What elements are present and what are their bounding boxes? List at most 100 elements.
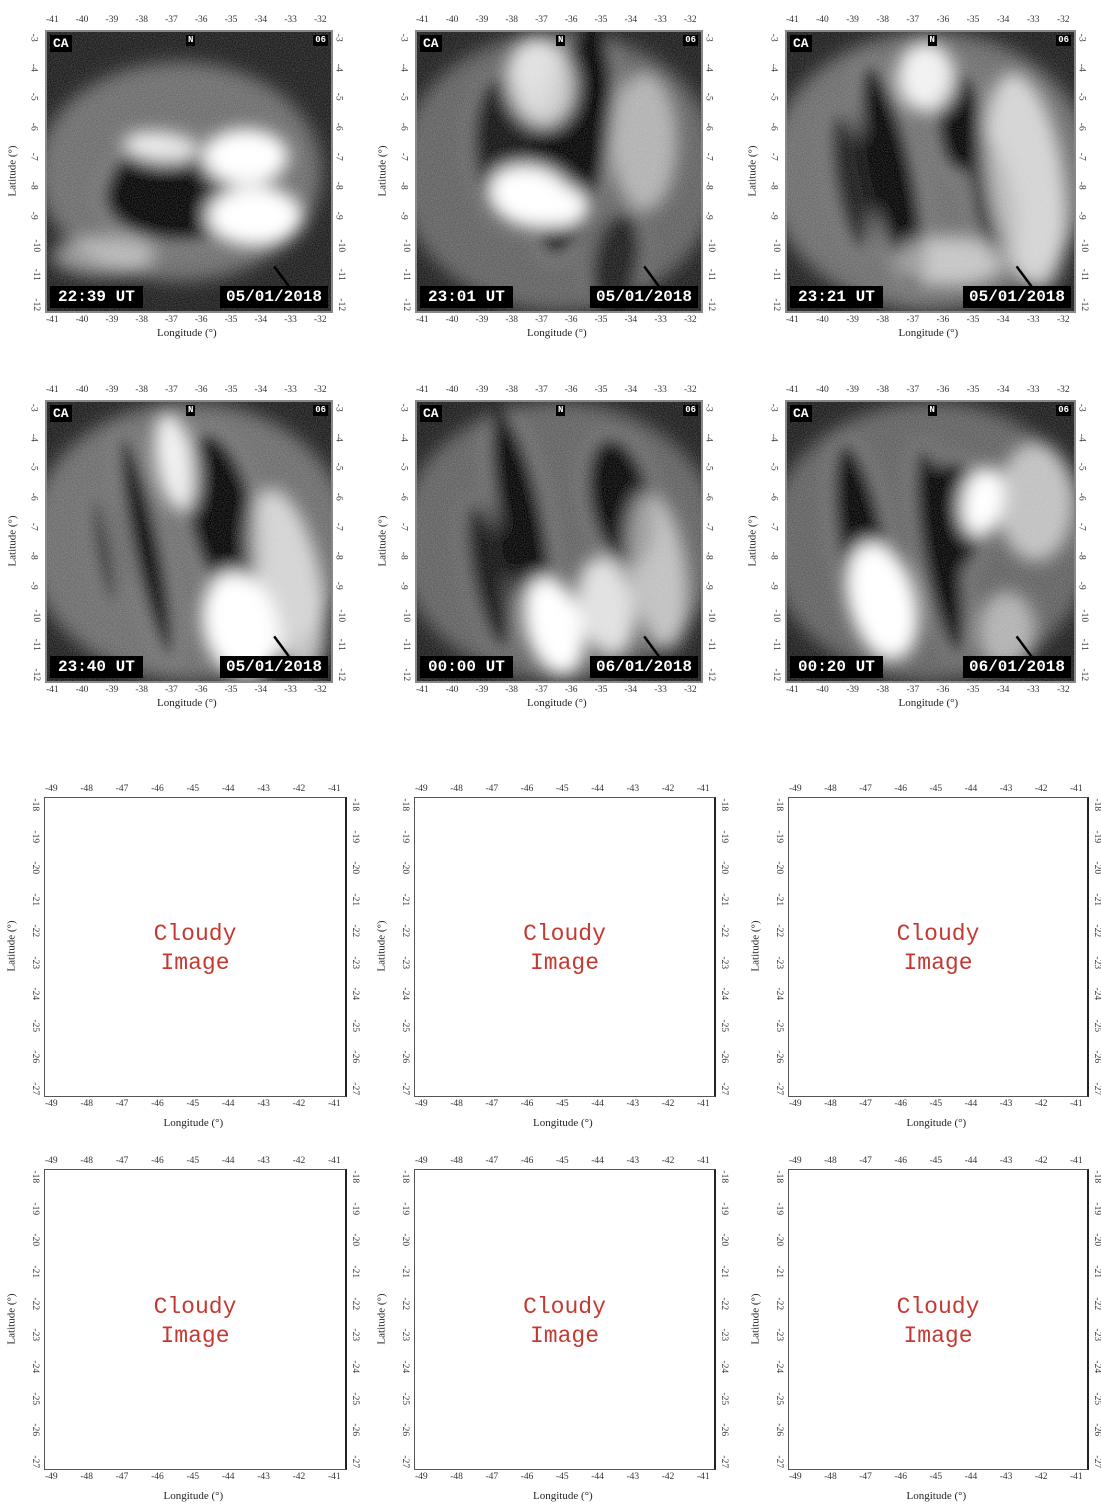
lat-tick-right: -7 <box>703 522 714 531</box>
lon-tick-top: -45 <box>186 784 200 794</box>
lon-tick-bottom: -41 <box>697 1099 710 1109</box>
lat-tick-right: -19 <box>1092 1202 1101 1215</box>
lat-tick-right: -26 <box>350 1050 361 1064</box>
lat-tick-left: -21 <box>30 1265 41 1279</box>
sector-label: 06 <box>1056 405 1071 416</box>
lon-tick-top: -40 <box>75 15 89 25</box>
cloudy-text-line1: Cloudy <box>153 921 237 947</box>
lat-tick-left: -7 <box>398 522 409 531</box>
lat-tick-left: -3 <box>398 403 409 412</box>
lat-tick-left: -8 <box>398 182 409 191</box>
lon-tick-top: -32 <box>1057 15 1070 25</box>
lat-tick-right: -19 <box>350 829 361 843</box>
lon-tick-bottom: -38 <box>505 685 518 695</box>
lon-tick-bottom: -41 <box>328 1472 341 1482</box>
lon-tick-bottom: -48 <box>450 1472 463 1482</box>
lat-tick-left: -10 <box>401 609 412 622</box>
lat-tick-left: -18 <box>30 1170 41 1184</box>
lat-tick-right: -18 <box>719 1170 730 1184</box>
lon-tick-top: -41 <box>786 385 799 395</box>
lon-tick-bottom: -41 <box>46 315 59 325</box>
lat-tick-right: -26 <box>350 1423 361 1437</box>
lat-tick-right: -20 <box>1092 1233 1101 1247</box>
lon-tick-top: -33 <box>1026 385 1040 395</box>
lon-tick-bottom: -48 <box>824 1099 837 1109</box>
lon-tick-top: -47 <box>115 1156 129 1166</box>
lat-tick-right: -22 <box>719 1297 730 1310</box>
lat-tick-left: -18 <box>774 1170 785 1184</box>
time-label: 23:01 UT <box>420 286 513 308</box>
lat-tick-left: -19 <box>774 829 785 843</box>
lon-tick-bottom: -39 <box>846 685 859 695</box>
lat-tick-left: -18 <box>30 798 41 812</box>
lon-tick-bottom: -34 <box>254 685 268 695</box>
lon-tick-bottom: -41 <box>416 315 429 325</box>
lat-tick-left: -6 <box>768 492 779 501</box>
lon-tick-bottom: -40 <box>75 685 89 695</box>
lon-tick-bottom: -45 <box>556 1099 569 1109</box>
lon-tick-top: -47 <box>859 1156 872 1166</box>
lon-tick-top: -43 <box>999 784 1013 794</box>
lat-tick-right: -20 <box>1092 861 1101 875</box>
lat-tick-left: -19 <box>400 1202 411 1215</box>
time-label: 00:20 UT <box>790 656 883 678</box>
lat-tick-left: -10 <box>31 609 42 622</box>
lat-tick-right: -25 <box>719 1392 730 1405</box>
sector-label: 06 <box>313 35 328 46</box>
north-label: N <box>186 405 196 416</box>
lon-tick-bottom: -37 <box>165 315 178 325</box>
image-frame: Cloudy Image <box>414 797 716 1097</box>
lat-tick-right: -24 <box>719 987 730 1001</box>
lat-tick-right: -4 <box>1076 63 1087 72</box>
lon-tick-bottom: -44 <box>964 1472 978 1482</box>
lat-tick-left: -12 <box>771 668 782 682</box>
lon-tick-top: -33 <box>1026 15 1040 25</box>
time-label: 00:00 UT <box>420 656 513 678</box>
lon-tick-bottom: -45 <box>556 1472 569 1482</box>
lon-tick-bottom: -49 <box>45 1472 58 1482</box>
lat-tick-right: -11 <box>705 268 716 282</box>
lat-tick-right: -3 <box>703 33 714 42</box>
y-axis-label: Latitude (°) <box>749 1292 762 1345</box>
lat-tick-left: -8 <box>28 182 39 191</box>
lat-tick-right: -6 <box>333 492 344 501</box>
image-frame: CA N 06 00:20 UT 06/01/2018 <box>785 400 1076 683</box>
lon-tick-top: -47 <box>485 1156 499 1166</box>
lon-tick-bottom: -46 <box>151 1472 164 1482</box>
lon-tick-bottom: -46 <box>894 1472 908 1482</box>
lon-tick-bottom: -43 <box>257 1472 270 1482</box>
lon-tick-top: -32 <box>684 15 697 25</box>
time-label: 22:39 UT <box>50 286 143 308</box>
lat-tick-left: -26 <box>30 1050 41 1064</box>
lat-tick-left: -4 <box>768 433 779 442</box>
lon-tick-top: -33 <box>284 385 297 395</box>
lon-tick-top: -38 <box>135 385 148 395</box>
y-axis-label: Latitude (°) <box>5 1292 18 1345</box>
x-axis-label: Longitude (°) <box>906 1490 967 1502</box>
y-axis-label: Latitude (°) <box>376 144 389 197</box>
lon-tick-bottom: -41 <box>46 685 59 695</box>
lon-tick-bottom: -37 <box>906 685 920 695</box>
lon-tick-bottom: -44 <box>591 1472 604 1482</box>
lat-tick-right: -26 <box>719 1050 730 1064</box>
lon-tick-bottom: -34 <box>624 685 638 695</box>
lon-tick-bottom: -42 <box>1034 1472 1048 1482</box>
lon-tick-top: -45 <box>186 1156 200 1166</box>
lat-tick-right: -24 <box>1092 987 1101 1001</box>
x-axis-label: Longitude (°) <box>527 327 587 339</box>
lon-tick-bottom: -40 <box>445 685 459 695</box>
lon-tick-top: -46 <box>520 1156 534 1166</box>
lat-tick-right: -4 <box>703 63 714 72</box>
lon-tick-top: -41 <box>416 385 429 395</box>
y-axis-label: Latitude (°) <box>749 920 762 972</box>
lat-tick-right: -3 <box>1076 33 1087 42</box>
lon-tick-bottom: -39 <box>475 685 489 695</box>
lon-tick-top: -39 <box>846 15 859 25</box>
lat-tick-left: -27 <box>774 1455 785 1469</box>
lat-tick-left: -25 <box>774 1392 785 1405</box>
lat-tick-left: -24 <box>30 987 41 1001</box>
lon-tick-bottom: -47 <box>859 1472 872 1482</box>
lat-tick-right: -25 <box>350 1019 361 1032</box>
lon-tick-top: -45 <box>929 1156 943 1166</box>
lat-tick-right: -18 <box>1092 798 1101 812</box>
